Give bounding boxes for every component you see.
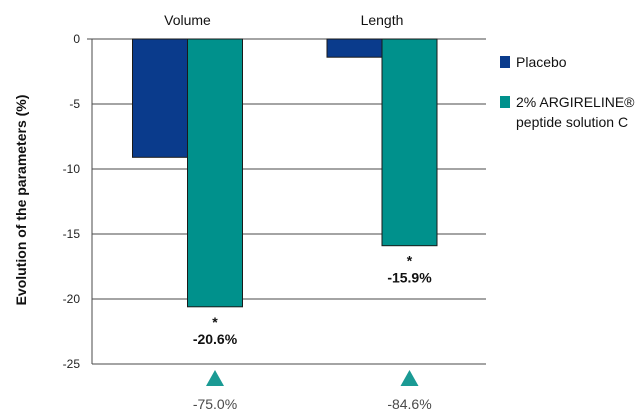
bar <box>326 38 383 58</box>
bar <box>187 38 243 308</box>
delta-markers: -75.0% -84.6% <box>193 370 432 412</box>
delta-label: -75.0% <box>193 396 237 412</box>
triangle-up-icon <box>400 370 419 386</box>
data-label: -20.6% <box>193 331 238 347</box>
legend-label: Placebo <box>516 54 567 70</box>
y-tick-label: -10 <box>63 162 81 176</box>
y-tick-label: -15 <box>63 227 81 241</box>
bar-annotations: *-20.6%*-15.9% <box>193 253 432 347</box>
delta-label: -84.6% <box>387 396 431 412</box>
triangle-up-icon <box>206 370 224 386</box>
legend-swatch <box>500 56 510 68</box>
bar <box>381 38 438 247</box>
legend-label: peptide solution C <box>516 114 628 130</box>
legend: Placebo 2% ARGIRELINE® peptide solution C <box>500 54 635 130</box>
y-tick-label: 0 <box>73 32 80 46</box>
y-tick-label: -20 <box>63 292 81 306</box>
category-labels: Volume Length <box>164 12 403 28</box>
y-tick-label: -5 <box>69 97 80 111</box>
legend-swatch <box>500 96 510 108</box>
bars <box>132 38 438 308</box>
y-tick-label: -25 <box>63 357 81 371</box>
data-label: -15.9% <box>387 270 432 286</box>
category-label: Volume <box>164 12 211 28</box>
significance-mark: * <box>212 314 218 330</box>
y-axis-ticks: 0 -5 -10 -15 -20 -25 <box>63 32 81 371</box>
category-label: Length <box>361 12 404 28</box>
bar <box>132 38 188 158</box>
y-axis-label: Evolution of the parameters (%) <box>13 95 29 306</box>
legend-label: 2% ARGIRELINE® <box>516 94 635 110</box>
significance-mark: * <box>407 253 413 269</box>
